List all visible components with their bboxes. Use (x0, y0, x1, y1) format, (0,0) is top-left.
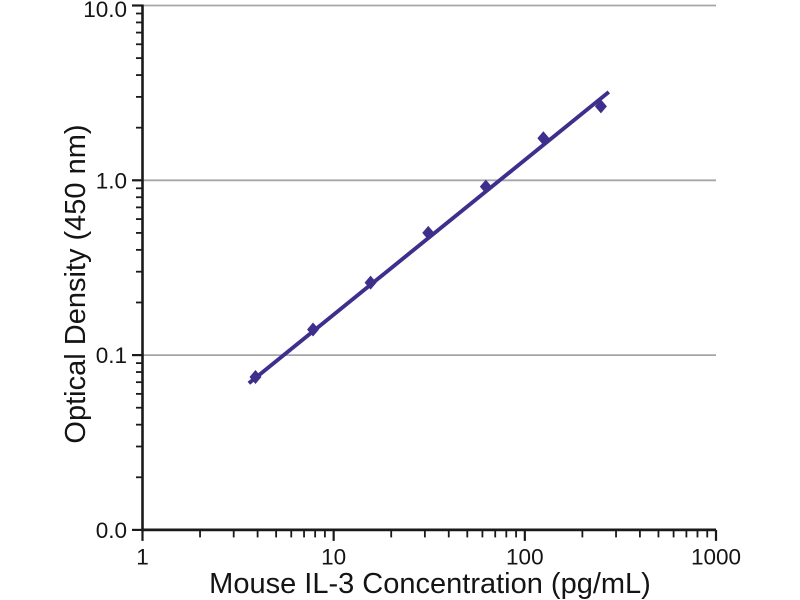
data-point-diamond (537, 131, 550, 146)
x-tick-label: 100 (506, 545, 544, 570)
data-point-diamond (594, 99, 607, 114)
data-point-diamond (364, 275, 377, 290)
data-point-diamond (479, 179, 492, 194)
x-axis-title: Mouse IL-3 Concentration (pg/mL) (209, 568, 651, 600)
data-point-diamond (249, 369, 262, 384)
x-tick-label: 10 (321, 545, 346, 570)
y-tick-label: 0.0 (96, 518, 127, 543)
y-tick-label: 10.0 (83, 0, 127, 22)
x-tick-label: 1000 (691, 545, 741, 570)
data-point-diamond (307, 322, 320, 337)
data-point-diamond (422, 225, 435, 240)
x-tick-label: 1 (136, 545, 149, 570)
y-tick-label: 1.0 (96, 168, 127, 193)
y-tick-label: 0.1 (96, 343, 127, 368)
y-axis-title: Optical Density (450 nm) (60, 124, 92, 444)
